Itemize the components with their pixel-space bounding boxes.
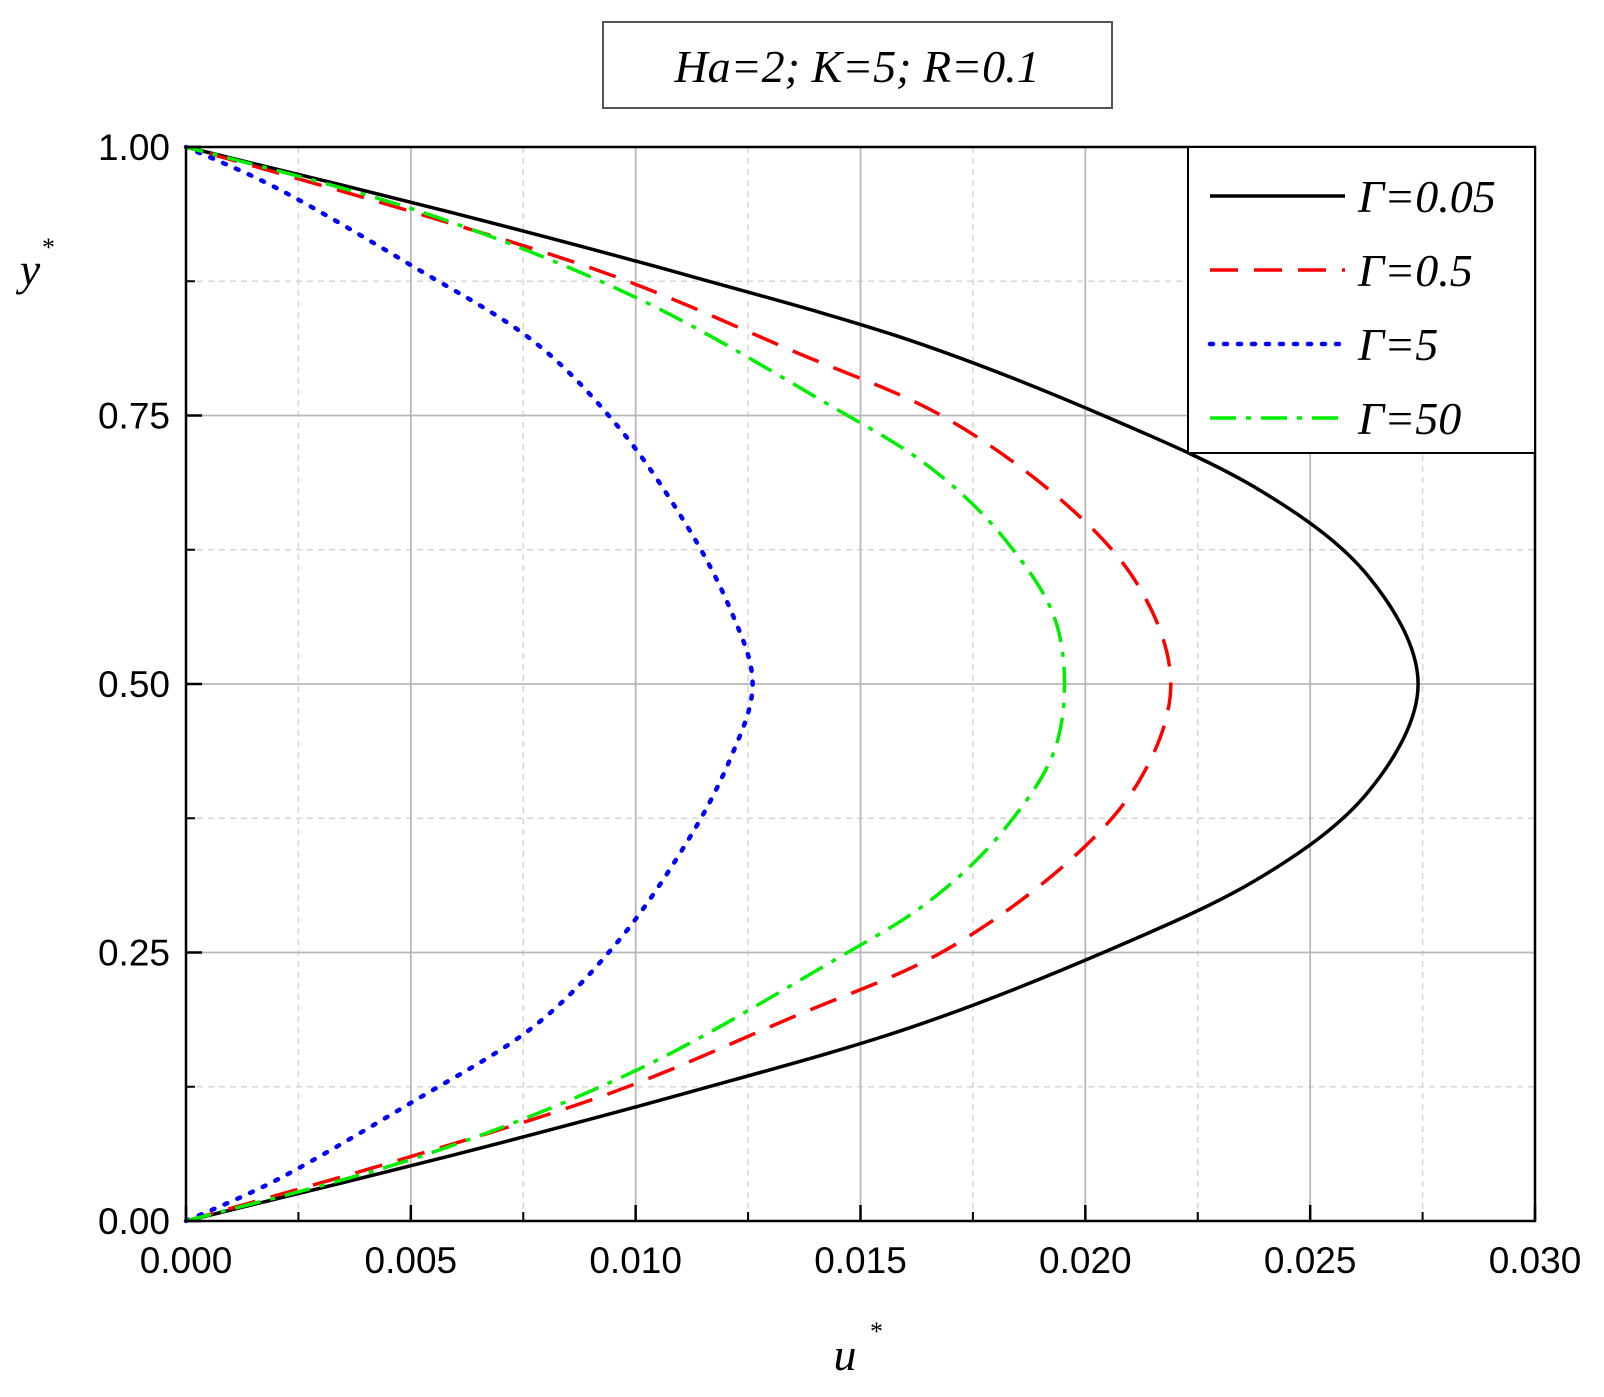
axis-ticks: [184, 145, 1537, 1223]
tick-labels: 0.000 0.005 0.010 0.015 0.020 0.025 0.030 0.00 0…: [98, 127, 1581, 1281]
x-tick-label: 0.030: [1489, 1240, 1582, 1281]
x-axis-title: u *: [834, 1317, 884, 1380]
annotation-text: Ha=2; K=5; R=0.1: [673, 41, 1039, 92]
y-axis-title: y *: [16, 233, 55, 295]
legend-label-1: Γ=0.5: [1357, 245, 1473, 296]
series-line-3: [185, 145, 1067, 1223]
legend-label-3: Γ=50: [1357, 393, 1461, 444]
x-tick-label: 0.000: [140, 1240, 233, 1281]
y-tick-label: 0.00: [98, 1201, 170, 1242]
y-tick-label: 0.25: [98, 933, 170, 974]
y-tick-label: 0.50: [98, 664, 170, 705]
series-line-0: [185, 145, 1420, 1223]
x-axis-title-base: u: [834, 1329, 857, 1380]
y-tick-label: 0.75: [98, 396, 170, 437]
x-tick-label: 0.010: [589, 1240, 682, 1281]
series-line-2: [183, 144, 755, 1224]
y-axis-title-sup: *: [42, 233, 55, 262]
legend-label-2: Γ=5: [1357, 319, 1438, 370]
x-tick-label: 0.025: [1264, 1240, 1357, 1281]
y-tick-label: 1.00: [98, 127, 170, 168]
annotation-box: Ha=2; K=5; R=0.1: [602, 21, 1113, 109]
legend: Γ=0.05 Γ=0.5 Γ=5 Γ=50: [1187, 146, 1536, 454]
y-axis-title-base: y: [16, 244, 41, 295]
legend-label-0: Γ=0.05: [1357, 171, 1496, 222]
x-tick-label: 0.005: [365, 1240, 458, 1281]
x-axis-title-sup: *: [870, 1317, 883, 1346]
legend-frame: [1187, 146, 1536, 454]
series-layer: [183, 144, 1420, 1224]
series-line-1: [185, 145, 1173, 1223]
x-tick-label: 0.020: [1039, 1240, 1132, 1281]
x-tick-label: 0.015: [814, 1240, 907, 1281]
